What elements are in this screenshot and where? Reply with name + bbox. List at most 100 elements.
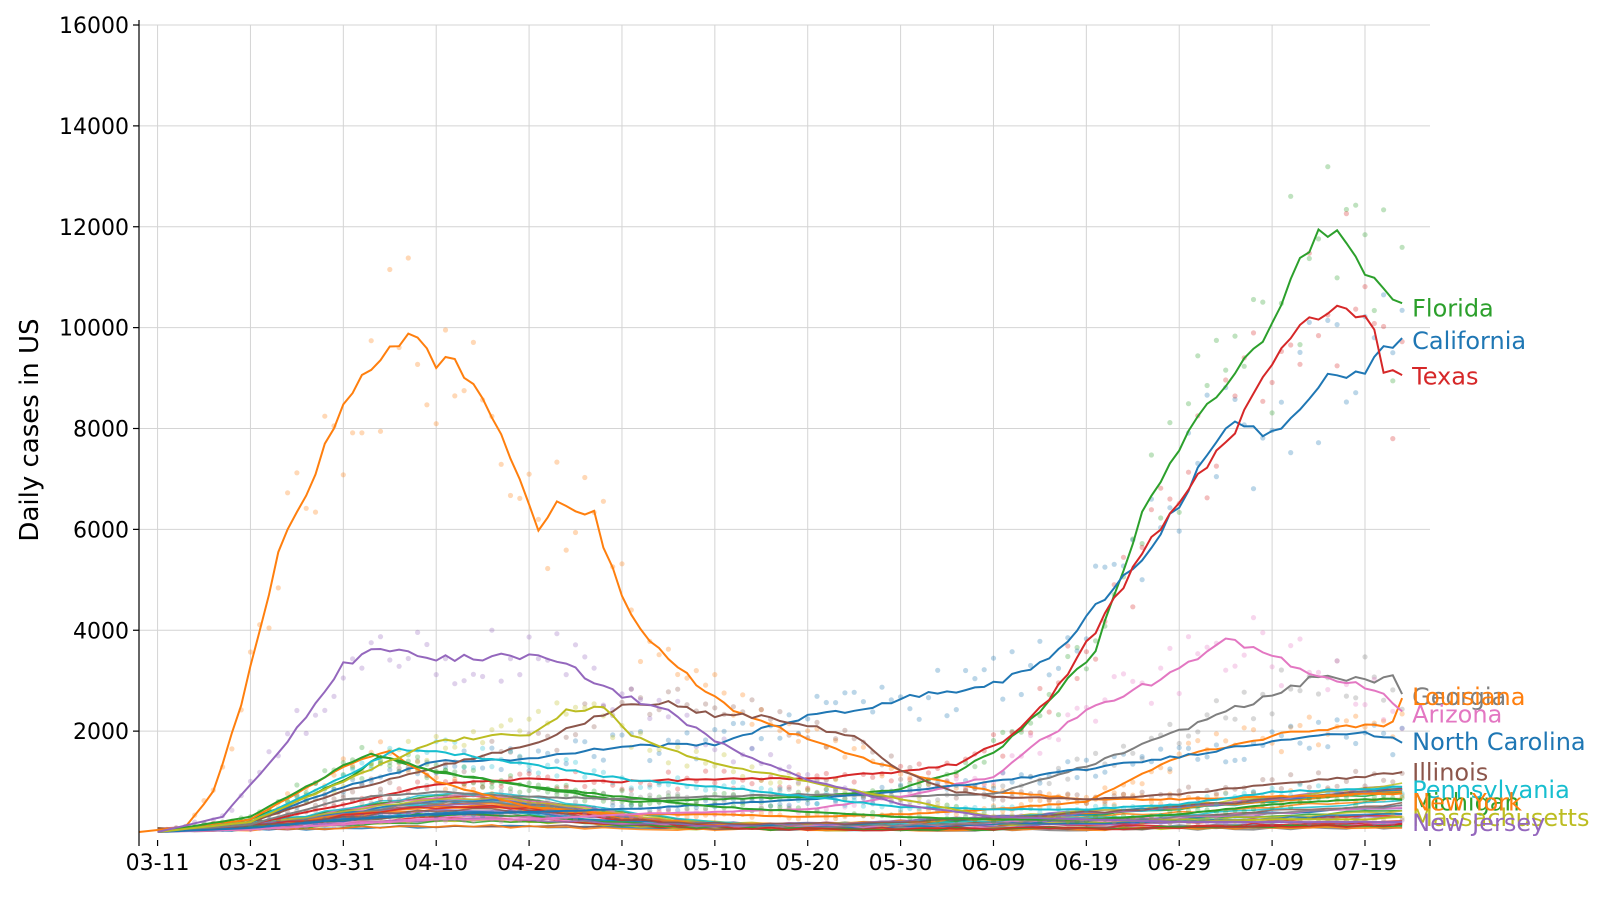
daily-case-point (693, 748, 699, 755)
daily-case-point (795, 781, 802, 787)
daily-case-point (907, 777, 913, 783)
daily-case-point (1306, 796, 1312, 802)
daily-case-point (582, 705, 588, 711)
daily-case-point (823, 786, 829, 792)
daily-case-point (424, 402, 430, 408)
daily-case-point (1037, 797, 1043, 804)
daily-case-point (359, 800, 365, 806)
daily-case-point (981, 667, 987, 673)
daily-case-point (1074, 648, 1080, 654)
daily-case-point (1334, 717, 1340, 723)
daily-case-point (953, 773, 959, 779)
daily-case-point (1167, 766, 1173, 772)
daily-case-point (480, 745, 486, 751)
daily-case-point (665, 807, 672, 813)
daily-case-point (1074, 644, 1080, 651)
daily-case-point (1167, 496, 1173, 502)
daily-case-point (1288, 723, 1294, 729)
daily-case-point (1315, 333, 1322, 339)
daily-case-point (1288, 342, 1294, 348)
daily-case-point (619, 732, 625, 738)
daily-case-point (600, 757, 607, 763)
daily-case-point (786, 712, 792, 718)
daily-case-point (563, 791, 569, 798)
daily-case-point (684, 806, 690, 812)
daily-case-point (963, 667, 969, 674)
daily-case-point (665, 769, 672, 775)
daily-case-point (294, 470, 300, 476)
series-line-michigan (157, 752, 1403, 833)
daily-case-point (1315, 770, 1322, 776)
daily-case-point (823, 699, 829, 706)
daily-case-point (916, 761, 922, 767)
daily-case-point (387, 745, 393, 751)
daily-case-point (1223, 738, 1229, 744)
tick-labels: 2000 4000 6000 8000 10000 12000 14000 16000 03-1… (59, 14, 1397, 876)
daily-case-point (498, 766, 504, 773)
daily-case-point (990, 803, 997, 809)
daily-case-point (628, 802, 634, 808)
daily-case-point (823, 786, 829, 793)
daily-case-point (331, 693, 337, 700)
daily-case-point (387, 767, 393, 773)
y-tick-label: 6000 (73, 518, 129, 543)
daily-case-point (1399, 244, 1405, 250)
daily-case-point (517, 789, 523, 795)
daily-case-point (740, 720, 746, 726)
daily-case-point (1269, 711, 1275, 717)
daily-case-point (442, 656, 449, 662)
daily-case-point (1362, 284, 1368, 290)
daily-case-point (526, 471, 532, 477)
daily-case-point (1381, 207, 1387, 213)
daily-case-point (1028, 732, 1034, 739)
background-series-line (157, 804, 1403, 832)
daily-case-point (1381, 730, 1387, 737)
daily-case-point (1343, 778, 1349, 785)
daily-case-point (953, 785, 959, 791)
daily-case-point (461, 742, 467, 748)
daily-case-point (387, 266, 393, 273)
daily-case-point (1148, 452, 1154, 458)
daily-case-point (749, 781, 755, 787)
daily-case-point (749, 745, 755, 751)
daily-case-point (1130, 779, 1136, 785)
daily-case-point (1232, 333, 1238, 339)
daily-case-point (647, 792, 653, 798)
daily-case-point (1148, 799, 1154, 805)
daily-case-point (1093, 773, 1099, 779)
daily-case-point (582, 783, 588, 790)
daily-case-point (730, 769, 737, 775)
background-series-line (157, 787, 1403, 831)
daily-case-point (359, 744, 365, 751)
daily-case-point (879, 784, 885, 791)
daily-case-point (675, 791, 681, 797)
daily-case-point (1343, 718, 1349, 724)
daily-case-point (925, 695, 932, 701)
daily-case-point (647, 747, 653, 753)
daily-case-point (833, 789, 839, 795)
daily-case-point (470, 767, 476, 774)
daily-case-point (665, 714, 672, 720)
daily-case-point (582, 701, 588, 707)
daily-case-point (879, 773, 885, 779)
daily-case-point (1241, 689, 1247, 695)
daily-case-point (833, 738, 839, 744)
daily-case-point (563, 672, 569, 678)
daily-case-point (368, 800, 374, 806)
daily-case-point (1148, 507, 1154, 513)
daily-case-point (1037, 809, 1043, 816)
daily-case-point (405, 738, 411, 745)
daily-case-point (610, 782, 616, 788)
series-line-new-york (138, 332, 1403, 833)
daily-case-point (907, 706, 913, 712)
daily-case-point (1185, 733, 1192, 739)
daily-case-point (851, 746, 857, 752)
daily-case-point (665, 806, 672, 812)
daily-case-point (582, 739, 588, 745)
daily-case-point (721, 790, 727, 797)
daily-case-point (647, 757, 653, 764)
daily-case-point (582, 798, 588, 804)
daily-case-point (1204, 495, 1210, 501)
daily-case-point (721, 752, 727, 758)
daily-case-point (1232, 663, 1238, 669)
